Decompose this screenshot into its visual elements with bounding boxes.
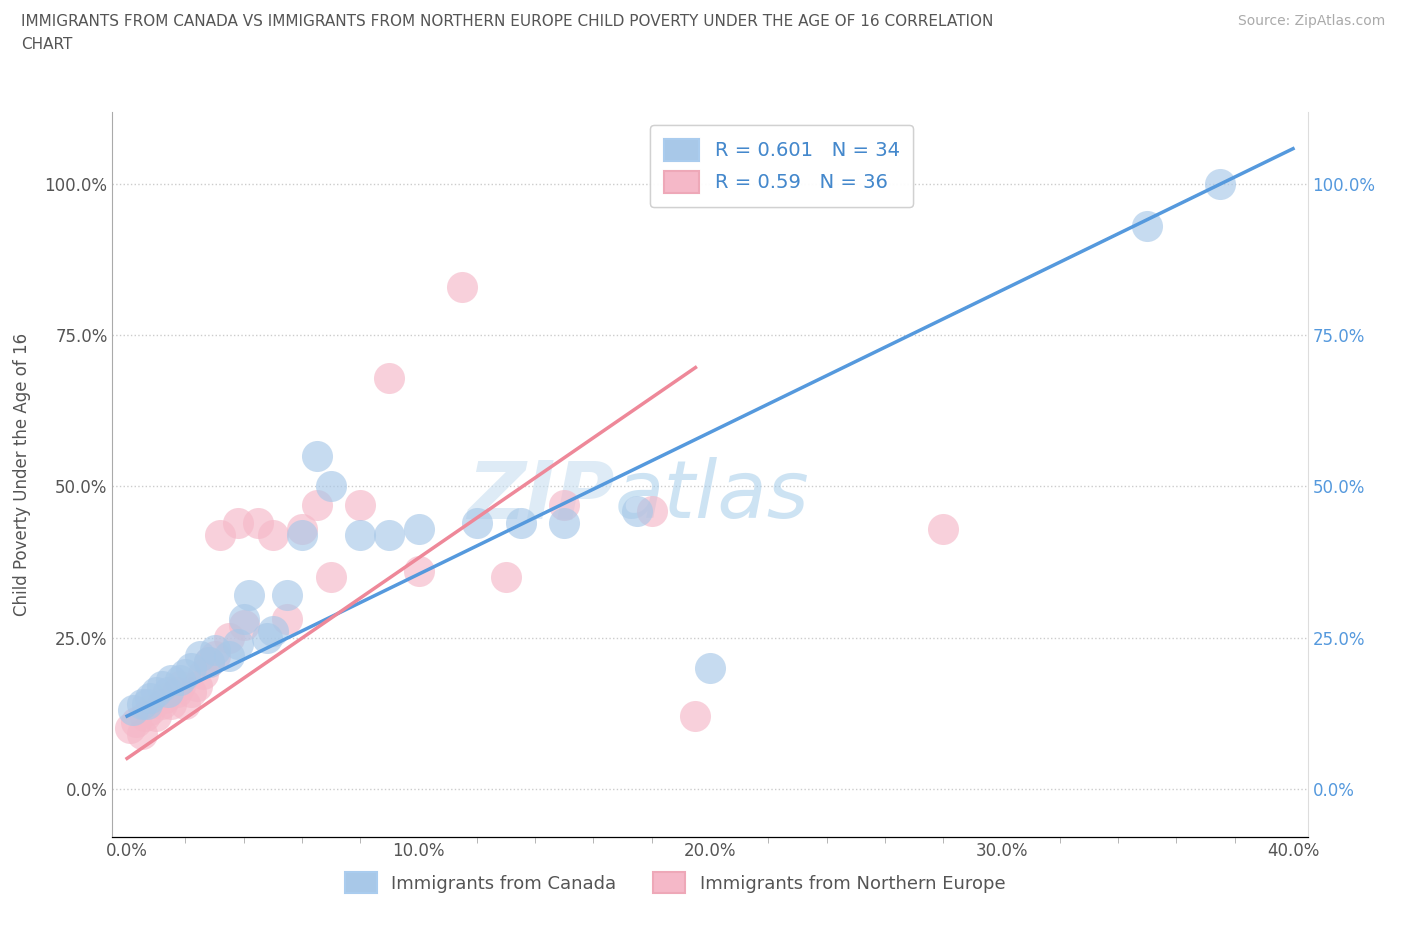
Point (641, 503, 664, 518)
Point (319, 570, 342, 585)
Point (209, 527, 232, 542)
Point (218, 631, 240, 645)
Point (150, 697, 173, 711)
Point (159, 697, 181, 711)
Point (291, 522, 314, 537)
Text: IMMIGRANTS FROM CANADA VS IMMIGRANTS FROM NORTHERN EUROPE CHILD POVERTY UNDER TH: IMMIGRANTS FROM CANADA VS IMMIGRANTS FRO… (21, 14, 994, 29)
Point (125, 715, 148, 730)
Point (238, 588, 260, 603)
Point (1136, 219, 1159, 234)
Point (139, 691, 162, 706)
Point (262, 624, 284, 639)
Point (204, 643, 226, 658)
Text: Source: ZipAtlas.com: Source: ZipAtlas.com (1237, 14, 1385, 28)
Point (145, 709, 167, 724)
Point (408, 522, 430, 537)
Point (180, 684, 202, 699)
Point (150, 679, 173, 694)
Point (232, 612, 254, 627)
Point (685, 709, 707, 724)
Point (553, 515, 575, 530)
Point (131, 697, 153, 711)
Point (378, 370, 401, 385)
Point (218, 648, 240, 663)
Point (131, 727, 153, 742)
Point (145, 684, 167, 699)
Point (226, 636, 249, 651)
Point (174, 667, 197, 682)
Point (159, 672, 181, 687)
Point (408, 564, 430, 578)
Point (349, 498, 371, 512)
Point (699, 660, 721, 675)
Point (247, 515, 270, 530)
Point (349, 527, 371, 542)
Point (139, 703, 162, 718)
Point (291, 527, 314, 542)
Point (186, 679, 208, 694)
Point (153, 691, 176, 706)
Text: atlas: atlas (614, 457, 810, 535)
Point (256, 631, 278, 645)
Point (174, 697, 197, 711)
Point (378, 527, 401, 542)
Point (262, 527, 284, 542)
Point (465, 515, 488, 530)
Point (136, 697, 159, 711)
Point (166, 684, 188, 699)
Point (169, 672, 191, 687)
Point (197, 655, 219, 670)
Point (553, 498, 575, 512)
Point (232, 618, 254, 633)
Legend: R = 0.601   N = 34, R = 0.59   N = 36: R = 0.601 N = 34, R = 0.59 N = 36 (651, 125, 912, 206)
Point (305, 449, 328, 464)
Point (495, 570, 517, 585)
Point (276, 612, 298, 627)
Point (191, 667, 214, 682)
Text: ZIP: ZIP (467, 457, 614, 535)
Point (509, 515, 531, 530)
Point (626, 503, 648, 518)
Point (169, 679, 191, 694)
Point (319, 479, 342, 494)
Point (122, 703, 145, 718)
Point (1209, 177, 1232, 192)
Point (451, 280, 474, 295)
Point (226, 515, 249, 530)
Point (932, 522, 955, 537)
Y-axis label: Child Poverty Under the Age of 16: Child Poverty Under the Age of 16 (13, 333, 31, 616)
Text: CHART: CHART (21, 37, 73, 52)
Point (180, 660, 202, 675)
Point (204, 648, 226, 663)
Point (156, 684, 179, 699)
Point (188, 648, 211, 663)
Legend: Immigrants from Canada, Immigrants from Northern Europe: Immigrants from Canada, Immigrants from … (336, 863, 1014, 902)
Point (305, 498, 328, 512)
Point (197, 655, 219, 670)
Point (118, 721, 141, 736)
Point (134, 709, 156, 724)
Point (276, 588, 298, 603)
